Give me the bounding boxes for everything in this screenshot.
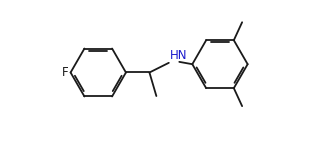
Text: HN: HN [170,49,187,62]
Text: F: F [62,66,68,79]
